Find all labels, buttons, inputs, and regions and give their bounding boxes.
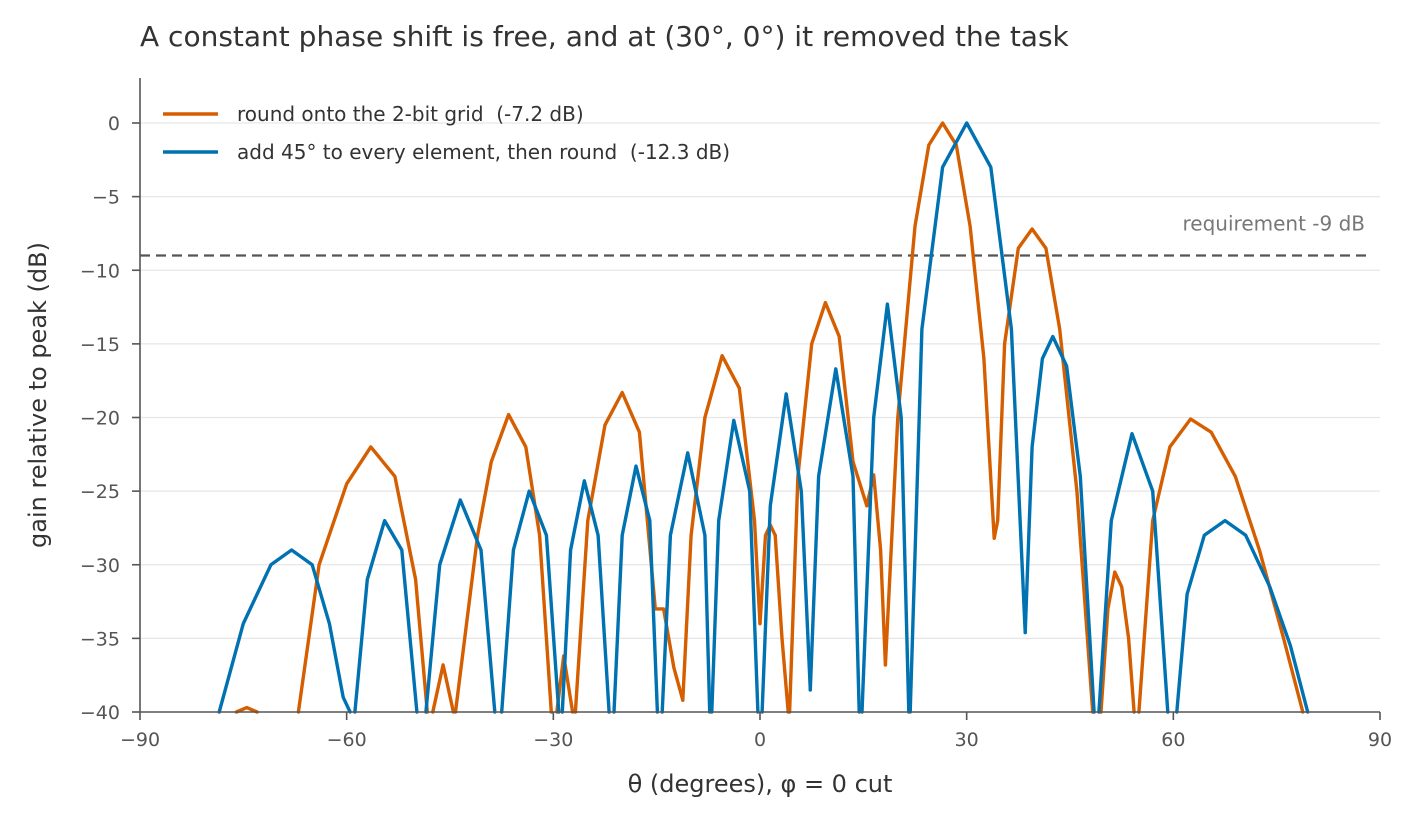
x-tick-label: −30 [533,729,573,751]
y-tick-label: −25 [80,481,120,503]
x-tick-label: 0 [754,729,766,751]
gridlines [140,122,1380,640]
y-tick-label: −10 [80,260,120,282]
y-tick-label: −15 [80,334,120,356]
chart-title: A constant phase shift is free, and at (… [140,20,1070,53]
y-axis-label: gain relative to peak (dB) [24,242,52,548]
y-tick-label: −5 [92,187,120,209]
requirement-label: requirement -9 dB [1183,212,1365,236]
y-tick-label: −35 [80,628,120,650]
y-tick-label: −40 [80,702,120,724]
series-line-segment [1099,570,1136,714]
x-tick-label: 60 [1161,729,1185,751]
series-lines [217,121,1310,714]
series-1 [234,121,1305,714]
series-line-segment [808,367,861,714]
series-line-segment [710,418,760,714]
series-line-segment [1175,518,1310,714]
series-line-segment [453,412,553,714]
series-line-segment [1023,334,1096,714]
series-line-segment [883,121,996,667]
series-line-segment [234,705,259,714]
series-line-segment [860,302,911,714]
legend-label-series-2: add 45° to every element, then round (-1… [237,140,730,164]
x-axis-label: θ (degrees), φ = 0 cut [628,770,893,798]
series-line-segment [660,451,712,714]
y-axis-ticks: 0 −5 −10 −15 −20 −25 −30 −35 −40 [80,113,140,724]
y-tick-label: −20 [80,408,120,430]
requirement-reference: requirement -9 dB [140,212,1372,257]
y-tick-label: −30 [80,555,120,577]
series-line-segment [773,533,790,714]
series-line-segment [296,445,429,714]
legend-label-series-1: round onto the 2-bit grid (-7.2 dB) [237,102,584,126]
series-line-segment [1137,417,1305,714]
series-line-segment [560,479,611,714]
series-line-segment [653,607,685,702]
x-tick-label: −60 [327,729,367,751]
series-line-segment [1097,432,1170,714]
y-tick-label: 0 [108,113,120,135]
x-tick-label: −90 [120,729,160,751]
legend: round onto the 2-bit grid (-7.2 dB) add … [163,102,730,164]
series-line-segment [908,121,1027,714]
series-line-segment [612,464,660,714]
series-line-segment [992,227,1095,714]
x-tick-label: 90 [1368,729,1392,751]
series-line-segment [681,354,762,702]
series-line-segment [573,390,657,714]
series-line-segment [424,498,497,714]
x-tick-label: 30 [955,729,979,751]
x-axis-ticks: −90 −60 −30 0 30 60 90 [120,712,1392,751]
series-line-segment [760,392,812,714]
series-line-segment [217,548,352,714]
series-line-segment [353,518,419,714]
series-2 [217,121,1310,714]
series-line-segment [431,663,456,714]
series-line-segment [500,489,561,714]
